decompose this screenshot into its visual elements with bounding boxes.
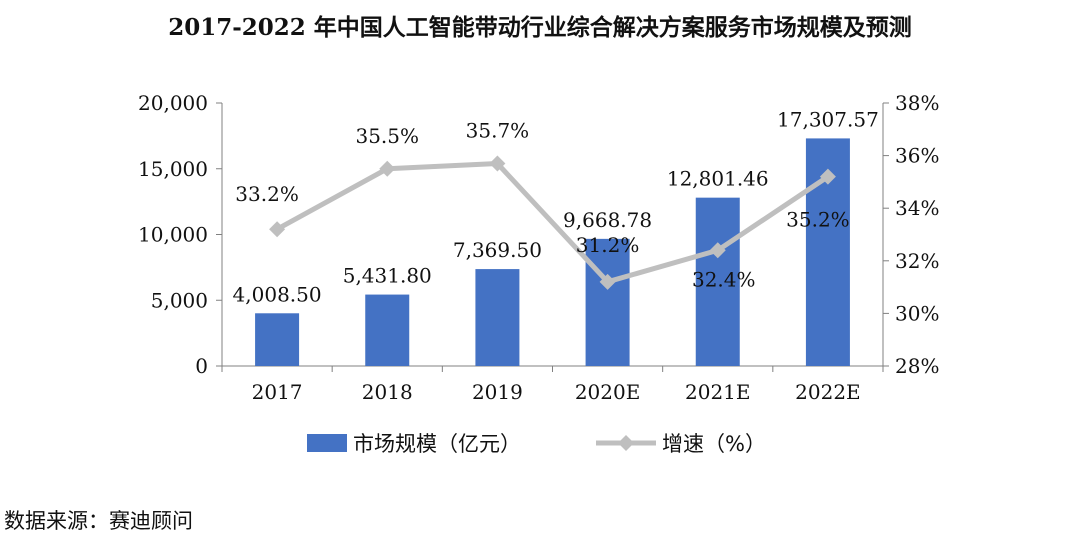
x-tick-label: 2022E bbox=[795, 380, 861, 404]
bar bbox=[365, 294, 410, 366]
legend: 市场规模（亿元） 增速（%） bbox=[307, 432, 766, 456]
bar-value-label: 5,431.80 bbox=[343, 264, 432, 288]
growth-marker bbox=[599, 273, 616, 290]
right-tick-label: 32% bbox=[895, 249, 939, 273]
left-tick-label: 0 bbox=[195, 354, 208, 378]
growth-value-label: 33.2% bbox=[235, 182, 299, 206]
right-tick-label: 30% bbox=[895, 301, 939, 325]
left-tick-label: 20,000 bbox=[138, 91, 208, 115]
data-source: 数据来源：赛迪顾问 bbox=[4, 509, 193, 533]
growth-line bbox=[269, 155, 836, 290]
data-labels: 4,008.50 5,431.80 7,369.50 9,668.78 12,801.4… bbox=[233, 107, 879, 306]
left-tick-label: 10,000 bbox=[138, 223, 208, 247]
bar-value-label: 7,369.50 bbox=[453, 238, 542, 262]
x-tick-label: 2017 bbox=[252, 380, 303, 404]
bar-value-label: 12,801.46 bbox=[667, 167, 769, 191]
growth-marker bbox=[379, 160, 396, 177]
growth-marker bbox=[709, 242, 726, 259]
growth-marker bbox=[269, 221, 286, 238]
bar-value-label: 17,307.57 bbox=[777, 107, 879, 131]
x-tick-label: 2018 bbox=[362, 380, 413, 404]
right-tick-label: 36% bbox=[895, 144, 939, 168]
legend-line-label: 增速（%） bbox=[662, 432, 766, 456]
growth-value-label: 35.2% bbox=[786, 208, 850, 232]
bar bbox=[585, 238, 630, 366]
growth-value-label: 35.5% bbox=[355, 124, 419, 148]
growth-value-label: 35.7% bbox=[466, 118, 530, 142]
legend-line-marker bbox=[618, 435, 634, 451]
x-tick-label: 2021E bbox=[685, 380, 751, 404]
growth-value-label: 32.4% bbox=[692, 267, 756, 291]
axes: 0 5,000 10,000 15,000 20,000 28% 30% 32% 34% 36% 3… bbox=[138, 91, 939, 404]
bar bbox=[255, 313, 300, 366]
legend-bar-label: 市场规模（亿元） bbox=[353, 432, 521, 456]
bar bbox=[475, 269, 520, 366]
chart-title: 2017-2022 年中国人工智能带动行业综合解决方案服务市场规模及预测 bbox=[168, 14, 912, 41]
bar bbox=[695, 197, 740, 366]
combo-chart: 0 5,000 10,000 15,000 20,000 28% 30% 32% 34% 36% 3… bbox=[138, 91, 939, 456]
growth-value-label: 31.2% bbox=[576, 233, 640, 257]
growth-marker bbox=[819, 168, 836, 185]
legend-bar-swatch bbox=[307, 434, 347, 452]
growth-marker bbox=[489, 155, 506, 172]
bar-value-label: 4,008.50 bbox=[233, 282, 322, 306]
bar-value-label: 9,668.78 bbox=[563, 208, 652, 232]
x-tick-label: 2020E bbox=[575, 380, 641, 404]
left-tick-label: 15,000 bbox=[138, 157, 208, 181]
right-tick-label: 34% bbox=[895, 196, 939, 220]
left-tick-label: 5,000 bbox=[151, 288, 208, 312]
right-tick-label: 38% bbox=[895, 91, 939, 115]
x-tick-label: 2019 bbox=[472, 380, 523, 404]
growth-polyline bbox=[275, 160, 830, 285]
right-tick-label: 28% bbox=[895, 354, 939, 378]
